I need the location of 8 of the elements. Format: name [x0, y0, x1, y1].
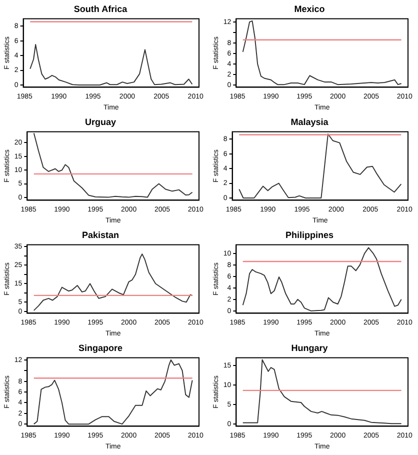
- chart-title: Malaysia: [290, 116, 330, 127]
- chart-title: Philippines: [285, 230, 334, 240]
- chart-title: Singapore: [78, 342, 123, 353]
- chart-title: Hungary: [291, 342, 328, 353]
- chart-title: Pakistan: [82, 230, 120, 240]
- chart-title: Mexico: [294, 4, 326, 14]
- chart-title: South Africa: [74, 4, 128, 14]
- chart-title: Urguay: [84, 116, 116, 127]
